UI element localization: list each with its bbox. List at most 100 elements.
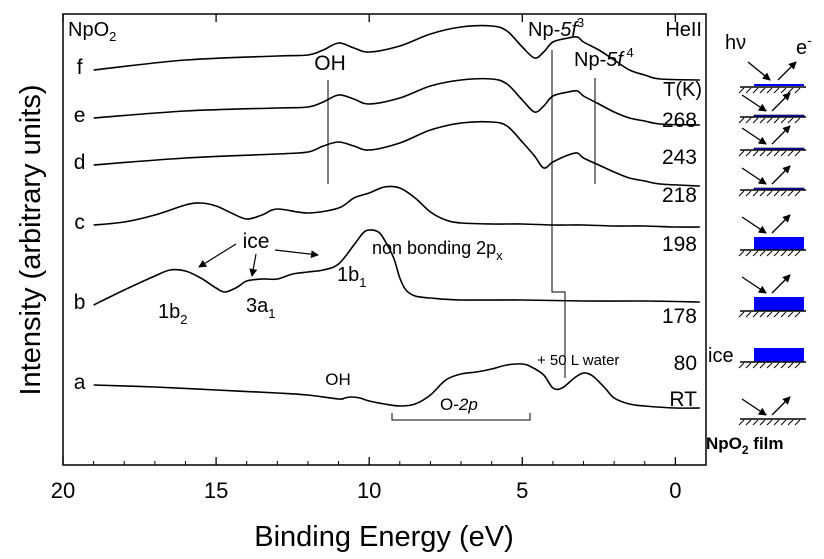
o-2p-bracket [391,413,531,421]
ice-arrow-right [274,249,319,259]
schematic-stage-1-substrate-hatch [738,117,745,124]
photon-arrow [747,61,771,81]
schematic-stage-1-substrate-hatch [759,117,766,124]
schematic-stage-6-ice-layer [754,348,804,362]
x-axis-ticks: 20 15 10 5 0 [51,14,707,503]
ice-arrow-mid [249,253,258,277]
x-tick-label: 0 [669,478,681,503]
schematic-stage-0-substrate-hatch [787,87,794,94]
schematic-stage-0-substrate-hatch [738,87,745,94]
spectrum-line-b [93,229,700,306]
schematic-stage-0-substrate-hatch [752,87,759,94]
schematic-stage-5-substrate-hatch [766,311,773,318]
schematic-stage-1-substrate-hatch [745,117,752,124]
schematic-stage-0-substrate-hatch [745,87,752,94]
schematic-stage-6-substrate-hatch [780,362,787,369]
schematic-stage-2-substrate-hatch [773,150,780,157]
electron-arrow [777,61,797,81]
np-5f4-label: Np-5f 4 [574,45,634,71]
np-5f3-marker-line [551,50,566,378]
schematic-stage-1-incoming-arrow [741,94,767,112]
schematic-stage-2-substrate-hatch [759,150,766,157]
photon-label: hν [725,32,746,54]
schematic-stage-3-substrate-hatch [794,190,801,197]
spectrum-line-e [93,77,700,126]
schematic-stage-4-outgoing-arrow [771,214,791,234]
series-layer: f 268 e 243 d 218 c 198 b 178 a 80 [74,24,700,409]
x-axis-label: Binding Energy (eV) [254,521,514,553]
schematic-stage-5-substrate-hatch [745,311,752,318]
schematic-stage-7-substrate-hatch [780,419,787,426]
schematic-stage-1-substrate-hatch [766,117,773,124]
schematic-stage-7-substrate-hatch [766,419,773,426]
electron-label: e- [796,32,812,59]
schematic-stage-5-incoming-arrow [741,276,767,294]
schematic-stage-6-substrate-hatch [752,362,759,369]
film-label: NpO2 film [706,434,784,457]
schematic-stage-1-outgoing-arrow [771,92,791,112]
spectrum-line-a [93,363,700,409]
schematic-stage-6-substrate-hatch [745,362,752,369]
x-tick-label: 10 [357,478,381,503]
schematic-stage-6-substrate-hatch [794,362,801,369]
schematic-stage-2-substrate-hatch [780,150,787,157]
schematic-stage-5-substrate-hatch [773,311,780,318]
schematic-stage-0-substrate-hatch [759,87,766,94]
schematic-stage-2-substrate-hatch [752,150,759,157]
schematic-stage-4-substrate-hatch [773,250,780,257]
ice-arrow-left [198,243,237,268]
schematic-stage-2-incoming-arrow [741,127,767,145]
temp-header-label: T(K) [663,79,702,101]
schematic-stage-2-substrate-hatch [794,150,801,157]
ice-layer-label: ice [708,345,734,367]
schematic-stage-7-substrate-hatch [759,419,766,426]
y-axis-label: Intensity (arbitrary units) [15,84,47,395]
schematic-stage-0-substrate-hatch [766,87,773,94]
spectrum-letter-a: a [74,371,86,394]
schematic-stage-2-substrate-hatch [738,150,745,157]
schematic-stage-4-ice-layer [754,237,804,250]
baseline-temp-label: RT [669,388,697,411]
schematic-stage-0-substrate-hatch [794,87,801,94]
spectrum-letter-e: e [74,104,86,127]
oh-bottom-label: OH [325,370,351,389]
side-schematic: hν e- ice NpO2 film [706,32,812,457]
schematic-stage-4-substrate-hatch [745,250,752,257]
schematic-stage-3-outgoing-arrow [771,165,791,185]
schematic-stage-5-substrate-hatch [787,311,794,318]
o-2p-label: O-2p [440,395,478,414]
spectrum-letter-d: d [74,151,86,174]
schematic-stage-7-substrate-hatch [738,419,745,426]
peak-1b2-label: 1b2 [158,301,187,327]
water-exposure-label: + 50 L water [537,352,619,369]
schematic-stage-6-substrate-hatch [773,362,780,369]
temperature-label-e: 243 [662,146,697,169]
x-tick-label: 20 [51,478,75,503]
schematic-stage-3-substrate-hatch [787,190,794,197]
schematic-stage-2-outgoing-arrow [771,125,791,145]
source-label: HeII [665,19,702,41]
spectrum-letter-c: c [74,211,85,234]
spectrum-letter-b: b [74,291,86,314]
schematic-stage-2-substrate-hatch [787,150,794,157]
schematic-stage-5-outgoing-arrow [771,274,791,294]
schematic-stage-6-substrate-hatch [766,362,773,369]
spectrum-line-f [93,24,700,81]
sample-label: NpO2 [68,19,116,44]
schematic-stage-5-substrate-hatch [759,311,766,318]
peak-3a1-label: 3a1 [246,295,275,321]
schematic-stage-1-substrate-hatch [752,117,759,124]
spectrum-letter-f: f [77,56,83,79]
temperature-label-b: 178 [662,305,697,328]
non-bonding-label: non bonding 2px [372,238,503,263]
schematic-stage-2-substrate-hatch [745,150,752,157]
spectrum-line-d [93,120,700,187]
schematic-stage-4-substrate-hatch [759,250,766,257]
peak-1b1-label: 1b1 [337,264,366,290]
oh-top-label: OH [314,52,346,75]
schematic-stage-2-substrate-hatch [766,150,773,157]
spectrum-line-c [93,185,700,228]
x-tick-label: 15 [204,478,228,503]
